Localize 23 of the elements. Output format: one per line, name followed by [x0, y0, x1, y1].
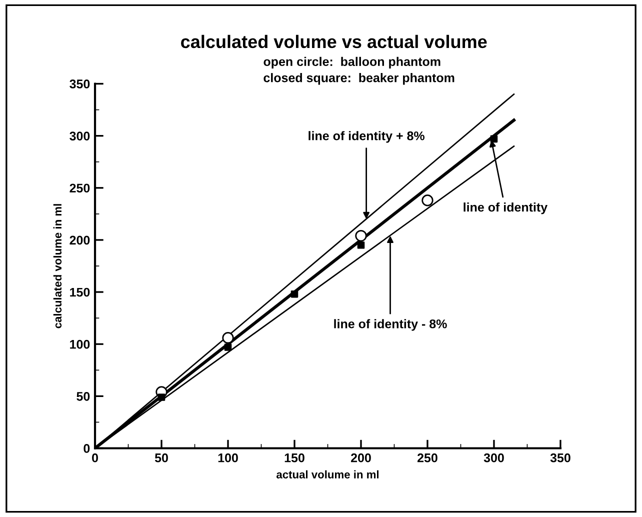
annotation: line of identity - 8%	[334, 319, 447, 331]
x-tick-label: 100	[218, 453, 238, 462]
y-tick-label: 350	[70, 80, 90, 88]
annotation: line of identity	[464, 202, 548, 214]
x-tick-label: 300	[484, 453, 504, 462]
y-axis-title: calculated volume in ml	[53, 204, 62, 328]
y-tick-label: 100	[70, 340, 90, 349]
y-tick-label: 0	[84, 444, 90, 453]
x-tick-label: 350	[550, 453, 570, 462]
x-tick-label: 50	[154, 453, 168, 462]
y-tick-label: 300	[70, 132, 90, 140]
chart-subtitle: open circle: balloon phantom closed square: beaker phantom	[264, 56, 454, 85]
y-tick-label: 200	[70, 236, 90, 245]
y-tick-label: 250	[70, 184, 90, 193]
x-tick-label: 150	[284, 453, 304, 462]
x-tick-label: 200	[350, 453, 371, 462]
y-tick-label: 150	[70, 288, 90, 297]
x-axis-title: actual volume in ml	[276, 470, 379, 478]
chart-title: calculated volume vs actual volume	[181, 34, 487, 48]
x-tick-label: 250	[417, 453, 438, 462]
annotation: line of identity + 8%	[308, 131, 424, 143]
x-tick-label: 0	[92, 453, 98, 462]
y-tick-label: 50	[76, 392, 90, 401]
